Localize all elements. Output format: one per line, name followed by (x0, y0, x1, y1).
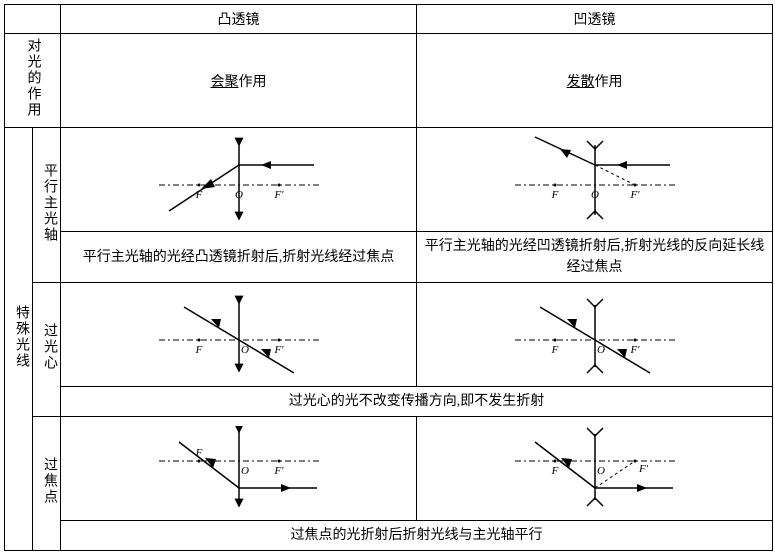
svg-text:F: F (194, 447, 202, 459)
svg-text:F': F' (629, 344, 640, 356)
concave-focus-svg: F O F' (505, 426, 685, 511)
parallel-concave-diagram: F O F' (417, 128, 773, 232)
effect-convex-cell: 会聚作用 (61, 34, 417, 128)
convex-center-svg: F O F' (149, 295, 329, 375)
lens-comparison-table: 凸透镜 凹透镜 对光的作用 会聚作用 发散作用 特殊光线 平行主光轴 (4, 4, 773, 551)
label-F: F (194, 189, 202, 201)
convex-parallel-svg: F O F' (149, 135, 329, 225)
convex-focus-svg: F O F' (149, 426, 329, 511)
focus-desc-row: 过焦点的光折射后折射光线与主光轴平行 (5, 521, 773, 551)
focus-desc: 过焦点的光折射后折射光线与主光轴平行 (61, 521, 773, 551)
svg-text:F: F (194, 344, 202, 356)
svg-text:F: F (550, 344, 558, 356)
effect-concave-cell: 发散作用 (417, 34, 773, 128)
svg-text:O: O (591, 189, 599, 201)
center-diagram-row: 过光心 F O F' (5, 283, 773, 387)
concave-center-svg: F O F' (505, 295, 685, 375)
svg-text:F: F (550, 189, 558, 201)
effect-label: 对光的作用 (23, 38, 43, 118)
svg-text:O: O (241, 344, 249, 356)
effect-concave-suffix: 作用 (595, 75, 623, 90)
focus-label-cell: 过焦点 (33, 417, 61, 551)
header-concave: 凹透镜 (417, 5, 773, 34)
special-rays-label: 特殊光线 (11, 305, 31, 369)
effect-concave-underline: 发散 (567, 75, 595, 90)
svg-text:F': F' (629, 189, 640, 201)
focus-concave-diagram: F O F' (417, 417, 773, 521)
parallel-label: 平行主光轴 (39, 163, 59, 243)
header-convex: 凸透镜 (61, 5, 417, 34)
table-header-row: 凸透镜 凹透镜 (5, 5, 773, 34)
effect-label-cell: 对光的作用 (5, 34, 61, 128)
effect-convex-underline: 会聚 (211, 75, 239, 90)
focus-diagram-row: 过焦点 F O F' (5, 417, 773, 521)
effect-row: 对光的作用 会聚作用 发散作用 (5, 34, 773, 128)
svg-text:F': F' (273, 465, 284, 477)
svg-text:F': F' (638, 463, 649, 475)
focus-convex-diagram: F O F' (61, 417, 417, 521)
special-rays-label-cell: 特殊光线 (5, 128, 33, 551)
header-blank (5, 5, 61, 34)
svg-text:F': F' (273, 344, 284, 356)
label-O: O (235, 189, 243, 201)
parallel-convex-desc: 平行主光轴的光经凸透镜折射后,折射光线经过焦点 (61, 232, 417, 283)
effect-convex-suffix: 作用 (239, 75, 267, 90)
center-desc-row: 过光心的光不改变传播方向,即不发生折射 (5, 387, 773, 417)
label-Fp: F' (273, 189, 284, 201)
parallel-label-cell: 平行主光轴 (33, 128, 61, 283)
center-desc: 过光心的光不改变传播方向,即不发生折射 (61, 387, 773, 417)
concave-parallel-svg: F O F' (505, 135, 685, 225)
center-concave-diagram: F O F' (417, 283, 773, 387)
focus-label: 过焦点 (39, 457, 59, 505)
svg-text:O: O (597, 465, 605, 477)
center-convex-diagram: F O F' (61, 283, 417, 387)
parallel-convex-diagram: F O F' (61, 128, 417, 232)
parallel-concave-desc: 平行主光轴的光经凹透镜折射后,折射光线的反向延长线经过焦点 (417, 232, 773, 283)
svg-text:O: O (597, 344, 605, 356)
svg-text:F: F (550, 465, 558, 477)
svg-text:O: O (241, 465, 249, 477)
parallel-diagram-row: 特殊光线 平行主光轴 (5, 128, 773, 232)
center-label-cell: 过光心 (33, 283, 61, 417)
center-label: 过光心 (39, 323, 59, 371)
parallel-desc-row: 平行主光轴的光经凸透镜折射后,折射光线经过焦点 平行主光轴的光经凹透镜折射后,折… (5, 232, 773, 283)
